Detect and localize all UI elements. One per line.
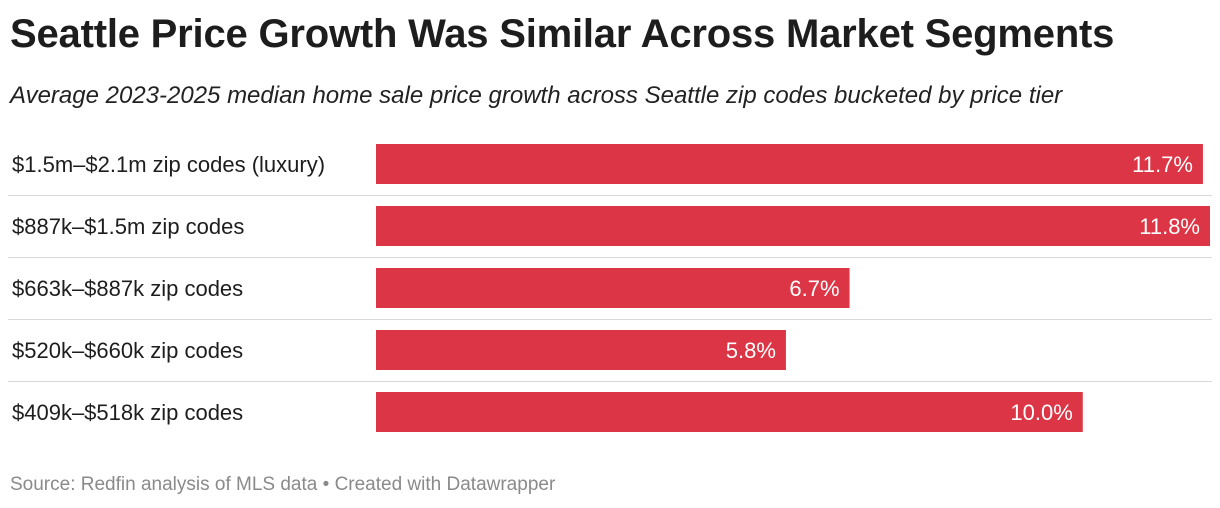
bar-chart: $1.5m–$2.1m zip codes (luxury) 11.7% $887k… bbox=[8, 144, 1212, 432]
value-label: 6.7% bbox=[789, 276, 839, 301]
chart-subtitle: Average 2023-2025 median home sale price… bbox=[10, 82, 1063, 109]
value-label: 11.7% bbox=[1132, 152, 1193, 177]
category-label: $409k–$518k zip codes bbox=[12, 400, 243, 425]
value-label: 11.8% bbox=[1139, 214, 1200, 239]
bar bbox=[376, 392, 1083, 432]
bar bbox=[376, 268, 850, 308]
category-label: $663k–$887k zip codes bbox=[12, 276, 243, 301]
category-label: $887k–$1.5m zip codes bbox=[12, 214, 244, 239]
value-label: 10.0% bbox=[1010, 400, 1072, 425]
footer: Source: Redfin analysis of MLS data • Cr… bbox=[10, 474, 555, 496]
bar bbox=[376, 206, 1210, 246]
bar bbox=[376, 144, 1203, 184]
value-label: 5.8% bbox=[726, 338, 776, 363]
source-note: Source: Redfin analysis of MLS data bbox=[10, 474, 318, 495]
footer-separator: • bbox=[322, 474, 330, 495]
category-label: $520k–$660k zip codes bbox=[12, 338, 243, 363]
credit-note: Created with Datawrapper bbox=[334, 474, 556, 495]
chart-title: Seattle Price Growth Was Similar Across … bbox=[10, 12, 1115, 56]
category-label: $1.5m–$2.1m zip codes (luxury) bbox=[12, 152, 325, 177]
bar bbox=[376, 330, 786, 370]
